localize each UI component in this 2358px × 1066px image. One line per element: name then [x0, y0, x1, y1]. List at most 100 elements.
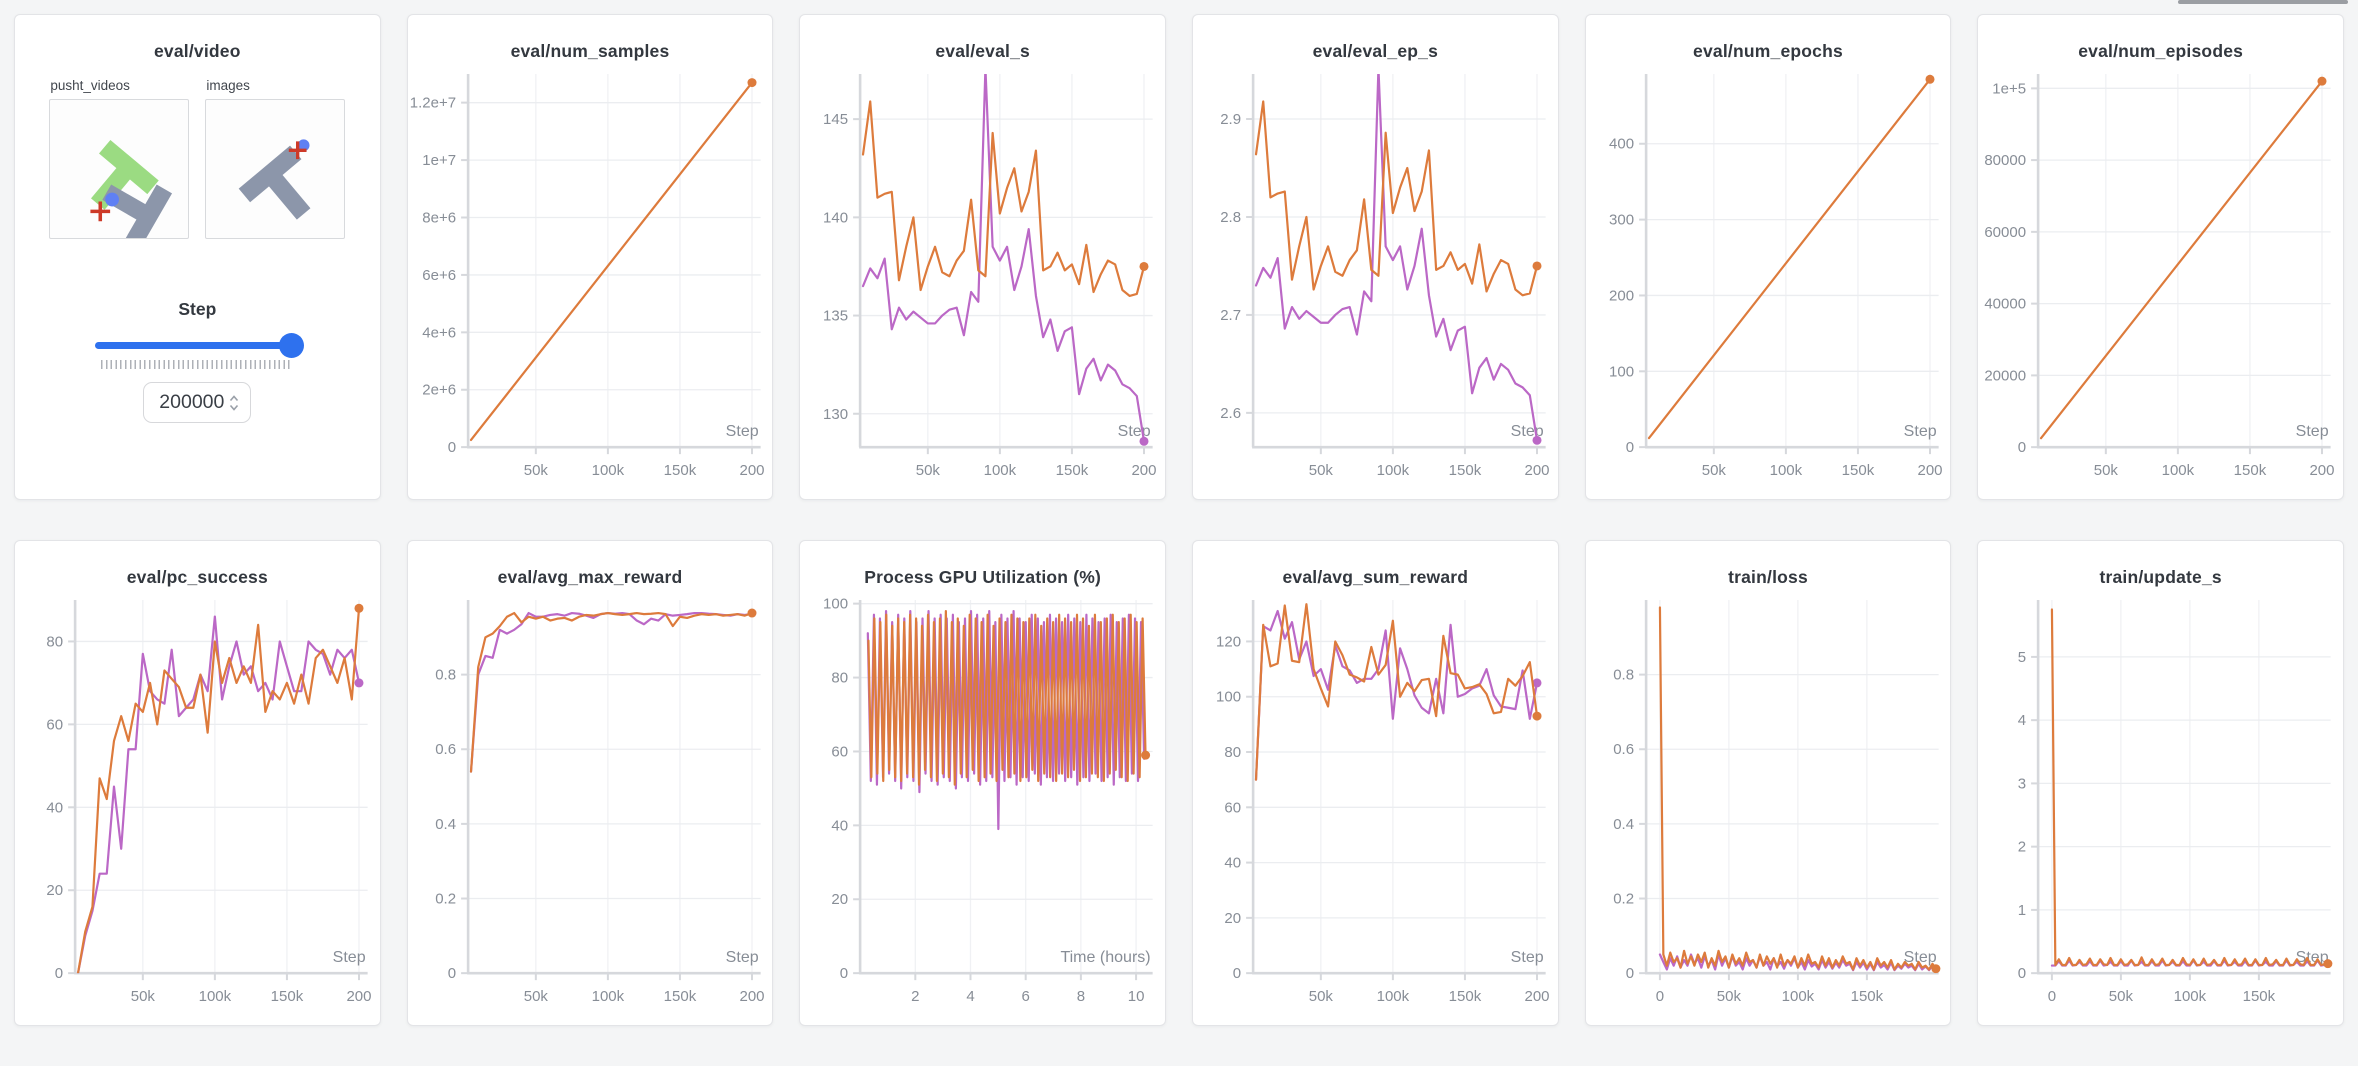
- chart-eval-avg-sum-reward[interactable]: 50k 100k 150k 200 0 20 40 60 80 100 120 Step: [1193, 590, 1558, 1025]
- svg-text:20: 20: [832, 891, 849, 908]
- svg-text:50k: 50k: [1701, 462, 1726, 479]
- svg-text:150k: 150k: [1841, 462, 1874, 479]
- panel-title: eval/eval_ep_s: [1312, 41, 1439, 61]
- svg-text:0: 0: [1625, 965, 1633, 982]
- goal-cross: [90, 201, 111, 222]
- svg-text:0.2: 0.2: [435, 890, 456, 907]
- svg-text:100k: 100k: [1781, 988, 1814, 1005]
- svg-text:50k: 50k: [131, 988, 156, 1005]
- svg-text:20: 20: [46, 882, 63, 899]
- svg-text:1.2e+7: 1.2e+7: [409, 95, 455, 112]
- media-images: images: [205, 78, 346, 239]
- svg-text:0.8: 0.8: [435, 667, 456, 684]
- chart-train-update-s[interactable]: 0 50k 100k 150k 0 1 2 3 4 5 Step: [1978, 590, 2343, 1025]
- svg-text:Step: Step: [725, 949, 758, 966]
- chart-eval-num-epochs[interactable]: 50k 100k 150k 200 0 100 200 300 400 Step: [1586, 64, 1951, 499]
- svg-text:100: 100: [1609, 363, 1634, 380]
- panel-eval-num-episodes: eval/num_episodes 50k 100k 150k 200 0 20000 40…: [1977, 14, 2344, 500]
- svg-text:100k: 100k: [1377, 988, 1410, 1005]
- svg-text:200: 200: [739, 462, 764, 479]
- svg-text:20: 20: [1224, 910, 1241, 927]
- svg-text:4: 4: [2018, 712, 2026, 729]
- panel-title: eval/avg_sum_reward: [1282, 567, 1469, 587]
- pusht-image-thumbnail[interactable]: [205, 99, 346, 239]
- svg-text:100k: 100k: [2162, 462, 2195, 479]
- slider-track[interactable]: [94, 342, 298, 349]
- svg-text:0.8: 0.8: [1613, 667, 1634, 684]
- svg-text:80: 80: [46, 633, 63, 650]
- chart-train-loss[interactable]: 0 50k 100k 150k 0 0.2 0.4 0.6 0.8 Step: [1586, 590, 1951, 1025]
- svg-text:50k: 50k: [916, 462, 941, 479]
- svg-text:1e+7: 1e+7: [422, 152, 456, 169]
- svg-text:100k: 100k: [199, 988, 232, 1005]
- svg-text:400: 400: [1609, 136, 1634, 153]
- svg-text:Step: Step: [333, 949, 366, 966]
- gray-t-shape: [239, 145, 311, 220]
- svg-text:100: 100: [1216, 689, 1241, 706]
- svg-text:145: 145: [823, 111, 848, 128]
- svg-text:6: 6: [1022, 988, 1030, 1005]
- svg-text:50k: 50k: [2094, 462, 2119, 479]
- svg-text:50k: 50k: [523, 462, 548, 479]
- svg-text:3: 3: [2018, 775, 2026, 792]
- chart-eval-num-samples[interactable]: 50k 100k 150k 200 0 2e+6 4e+6 6e+6 8e+6 1e+7 1.2e+…: [408, 64, 773, 499]
- svg-text:0: 0: [1233, 965, 1241, 982]
- pusht-video-thumbnail[interactable]: [49, 99, 190, 239]
- chart-eval-pc-success[interactable]: 50k 100k 150k 200 0 20 40 60 80 Step: [15, 590, 380, 1025]
- step-spinner[interactable]: [229, 394, 239, 412]
- slider-handle[interactable]: [278, 333, 304, 358]
- svg-text:0.6: 0.6: [435, 741, 456, 758]
- svg-text:2.9: 2.9: [1220, 111, 1241, 128]
- step-label: Step: [178, 299, 217, 319]
- svg-text:0: 0: [55, 965, 63, 982]
- panel-title: eval/num_epochs: [1693, 41, 1843, 61]
- panel-title: eval/pc_success: [126, 567, 268, 587]
- step-number-input[interactable]: [155, 391, 228, 414]
- svg-text:0: 0: [2048, 988, 2056, 1005]
- media-row: pusht_videos images: [15, 78, 380, 239]
- svg-text:60: 60: [46, 716, 63, 733]
- svg-text:150k: 150k: [2243, 988, 2276, 1005]
- svg-text:50k: 50k: [523, 988, 548, 1005]
- svg-text:Step: Step: [725, 423, 758, 440]
- horizontal-scrollbar[interactable]: [2178, 0, 2348, 4]
- svg-text:0: 0: [2018, 965, 2026, 982]
- svg-text:40000: 40000: [1985, 296, 2027, 313]
- svg-text:0.4: 0.4: [1613, 816, 1634, 833]
- svg-text:1: 1: [2018, 902, 2026, 919]
- svg-text:Step: Step: [1903, 949, 1936, 966]
- svg-text:200: 200: [2310, 462, 2335, 479]
- chevron-down-icon[interactable]: [229, 403, 239, 412]
- svg-text:150k: 150k: [1449, 988, 1482, 1005]
- svg-text:0: 0: [1625, 439, 1633, 456]
- panel-eval-pc-success: eval/pc_success 50k 100k 150k 200 0 20 40 60 80 S…: [14, 540, 381, 1026]
- chart-eval-avg-max-reward[interactable]: 50k 100k 150k 200 0 0.2 0.4 0.6 0.8 Step: [408, 590, 773, 1025]
- chevron-up-icon[interactable]: [229, 394, 239, 403]
- chart-eval-num-episodes[interactable]: 50k 100k 150k 200 0 20000 40000 60000 80000 1e+5 S…: [1978, 64, 2343, 499]
- svg-text:120: 120: [1216, 633, 1241, 650]
- svg-text:8e+6: 8e+6: [422, 209, 456, 226]
- step-slider[interactable]: [94, 332, 304, 358]
- svg-text:Step: Step: [1511, 949, 1544, 966]
- media-label: images: [206, 78, 250, 93]
- svg-text:50k: 50k: [1309, 462, 1334, 479]
- svg-text:60: 60: [1224, 799, 1241, 816]
- svg-text:80: 80: [1224, 744, 1241, 761]
- svg-text:50k: 50k: [2109, 988, 2134, 1005]
- svg-text:2: 2: [911, 988, 919, 1005]
- svg-text:100k: 100k: [2174, 988, 2207, 1005]
- svg-text:100k: 100k: [984, 462, 1017, 479]
- panel-eval-video: eval/video pusht_videos: [14, 14, 381, 500]
- panel-title: eval/num_samples: [510, 41, 670, 61]
- svg-text:150k: 150k: [663, 988, 696, 1005]
- svg-text:100k: 100k: [1769, 462, 1802, 479]
- svg-text:100: 100: [823, 596, 848, 613]
- svg-text:60: 60: [832, 743, 849, 760]
- svg-text:20000: 20000: [1985, 367, 2027, 384]
- svg-text:4: 4: [967, 988, 975, 1005]
- panel-title: eval/avg_max_reward: [497, 567, 683, 587]
- svg-text:80000: 80000: [1985, 152, 2027, 169]
